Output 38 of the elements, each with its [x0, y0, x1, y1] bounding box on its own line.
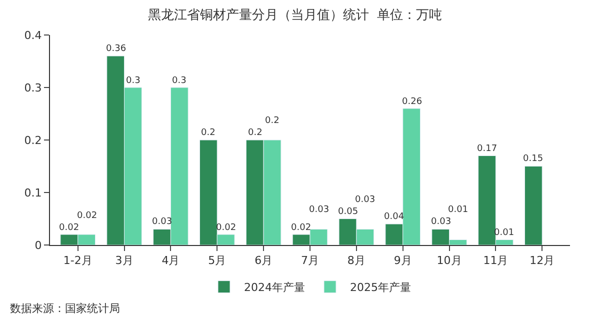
x-tick-label: 6月 — [254, 254, 273, 268]
legend-label: 2024年产量 — [244, 281, 305, 294]
data-label: 0.3 — [126, 76, 140, 86]
y-tick-label: 0 — [34, 238, 42, 252]
data-label: 0.02 — [77, 211, 98, 221]
data-label: 0.03 — [431, 217, 452, 227]
data-label: 0.15 — [523, 154, 544, 164]
x-tick-label: 4月 — [162, 254, 180, 268]
data-label: 0.17 — [477, 144, 498, 154]
x-tick-label: 12月 — [530, 254, 555, 268]
data-label: 0.05 — [338, 207, 358, 217]
data-label: 0.36 — [106, 44, 126, 54]
y-tick-label: 0.2 — [24, 134, 42, 147]
legend-label: 2025年产量 — [350, 281, 411, 294]
y-tick-label: 0.4 — [24, 28, 42, 42]
data-label: 0.2 — [201, 128, 216, 138]
x-tick-label: 1-2月 — [63, 254, 92, 268]
x-tick-label: 7月 — [301, 254, 319, 268]
x-tick-label: 3月 — [115, 254, 134, 268]
x-tick-label: 8月 — [347, 254, 366, 268]
x-tick-label: 10月 — [436, 254, 462, 268]
data-label: 0.2 — [265, 116, 280, 126]
chart-title: 黑龙江省铜材产量分月（当月值）统计 单位：万吨 — [148, 8, 442, 23]
data-label: 0.03 — [355, 195, 376, 205]
x-tick-label: 11月 — [483, 254, 508, 268]
data-label: 0.03 — [309, 205, 330, 215]
data-label: 0.01 — [448, 205, 468, 215]
y-tick-label: 0.3 — [24, 81, 42, 94]
data-label: 0.26 — [402, 97, 422, 107]
source-note: 数据来源：国家统计局 — [10, 302, 120, 315]
data-label: 0.02 — [291, 223, 312, 233]
y-tick-label: 0.1 — [24, 186, 42, 200]
data-label: 0.3 — [172, 76, 186, 86]
bar — [524, 166, 542, 245]
x-tick-label: 9月 — [394, 254, 412, 268]
data-label: 0.02 — [59, 223, 80, 233]
x-tick-label: 5月 — [208, 254, 226, 268]
data-label: 0.2 — [248, 128, 262, 138]
